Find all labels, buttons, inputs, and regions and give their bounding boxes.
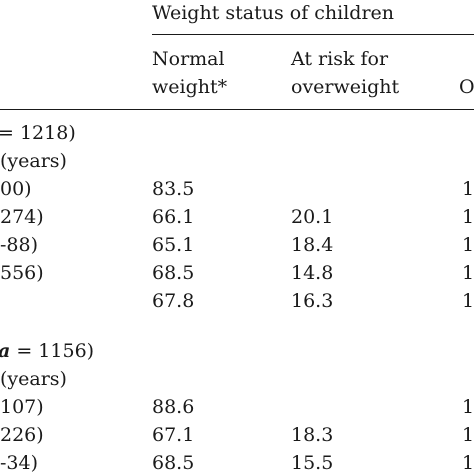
- s1-row2-label: 274): [0, 206, 44, 228]
- s2-row2-risk: 18.3: [291, 424, 334, 446]
- s1-row5-cut: 1: [462, 290, 474, 312]
- s1-row1-cut: 1: [462, 178, 474, 200]
- col-normal-header-line2: weight*: [152, 76, 228, 98]
- s1-row3-label: -88): [0, 234, 39, 256]
- s2-row1-normal: 88.6: [152, 396, 195, 418]
- group-header-rule: [152, 34, 474, 35]
- s2-row2-label: 226): [0, 424, 44, 446]
- col-risk-header-line1: At risk for: [291, 48, 389, 70]
- s1-row4-label: 556): [0, 262, 44, 284]
- s2-row3-risk: 15.5: [291, 452, 334, 474]
- col-cut-header: O: [459, 76, 474, 98]
- s1-row4-cut: 1: [462, 262, 474, 284]
- section2-title-italic: a: [0, 340, 10, 362]
- s1-row4-risk: 14.8: [291, 262, 334, 284]
- column-group-title: Weight status of children: [152, 2, 395, 24]
- s1-row3-cut: 1: [462, 234, 474, 256]
- s1-row3-risk: 18.4: [291, 234, 334, 256]
- section1-title: = 1218): [0, 124, 76, 143]
- s1-row4-normal: 68.5: [152, 262, 195, 284]
- s1-row2-normal: 66.1: [152, 206, 195, 228]
- s2-row1-label: 107): [0, 396, 44, 418]
- s2-row3-normal: 68.5: [152, 452, 195, 474]
- section1-subtitle: (years): [0, 150, 67, 172]
- s2-row3-label: -34): [0, 452, 39, 474]
- section2-subtitle: (years): [0, 368, 67, 390]
- section2-title: a = 1156): [0, 342, 94, 361]
- s1-row1-label: 00): [0, 178, 32, 200]
- s1-row1-normal: 83.5: [152, 178, 195, 200]
- header-bottom-rule: [0, 109, 474, 110]
- s2-row3-cut: 1: [462, 452, 474, 474]
- s1-row5-normal: 67.8: [152, 290, 195, 312]
- col-risk-header-line2: overweight: [291, 76, 400, 98]
- s1-row2-risk: 20.1: [291, 206, 334, 228]
- s2-row2-cut: 1: [462, 424, 474, 446]
- s1-row2-cut: 1: [462, 206, 474, 228]
- s1-row5-risk: 16.3: [291, 290, 334, 312]
- section1-title-text: = 1218): [0, 122, 76, 144]
- section2-title-text: = 1156): [10, 340, 95, 362]
- s1-row3-normal: 65.1: [152, 234, 195, 256]
- col-normal-header-line1: Normal: [152, 48, 225, 70]
- s2-row2-normal: 67.1: [152, 424, 195, 446]
- s2-row1-cut: 1: [462, 396, 474, 418]
